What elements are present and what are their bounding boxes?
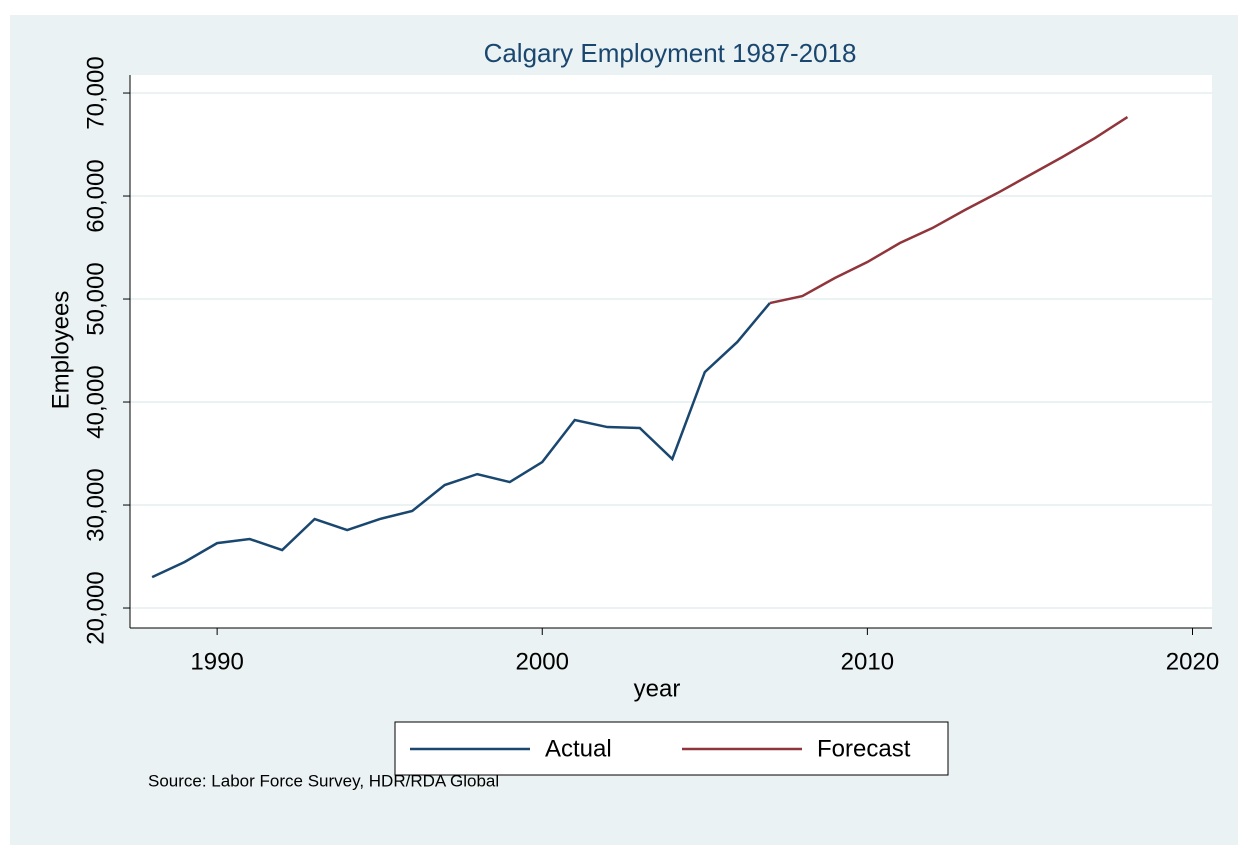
y-tick-label: 30,000 <box>82 468 109 541</box>
y-tick-label: 50,000 <box>82 262 109 335</box>
series-line <box>151 302 771 579</box>
x-axis-title: year <box>634 675 681 702</box>
x-tick-label: 2010 <box>841 648 894 675</box>
series-line <box>769 115 1129 305</box>
plot-area <box>130 75 1212 628</box>
y-tick-label: 70,000 <box>82 56 109 129</box>
source-note: Source: Labor Force Survey, HDR/RDA Glob… <box>148 771 499 790</box>
legend-label: Forecast <box>817 735 911 762</box>
chart-title: Calgary Employment 1987-2018 <box>484 38 857 68</box>
y-axis-title: Employees <box>47 291 74 410</box>
x-tick-label: 1990 <box>190 648 243 675</box>
x-tick-label: 2020 <box>1166 648 1219 675</box>
y-tick-label: 40,000 <box>82 365 109 438</box>
y-tick-label: 20,000 <box>82 571 109 644</box>
y-tick-label: 60,000 <box>82 159 109 232</box>
legend-label: Actual <box>545 735 612 762</box>
x-tick-label: 2000 <box>516 648 569 675</box>
